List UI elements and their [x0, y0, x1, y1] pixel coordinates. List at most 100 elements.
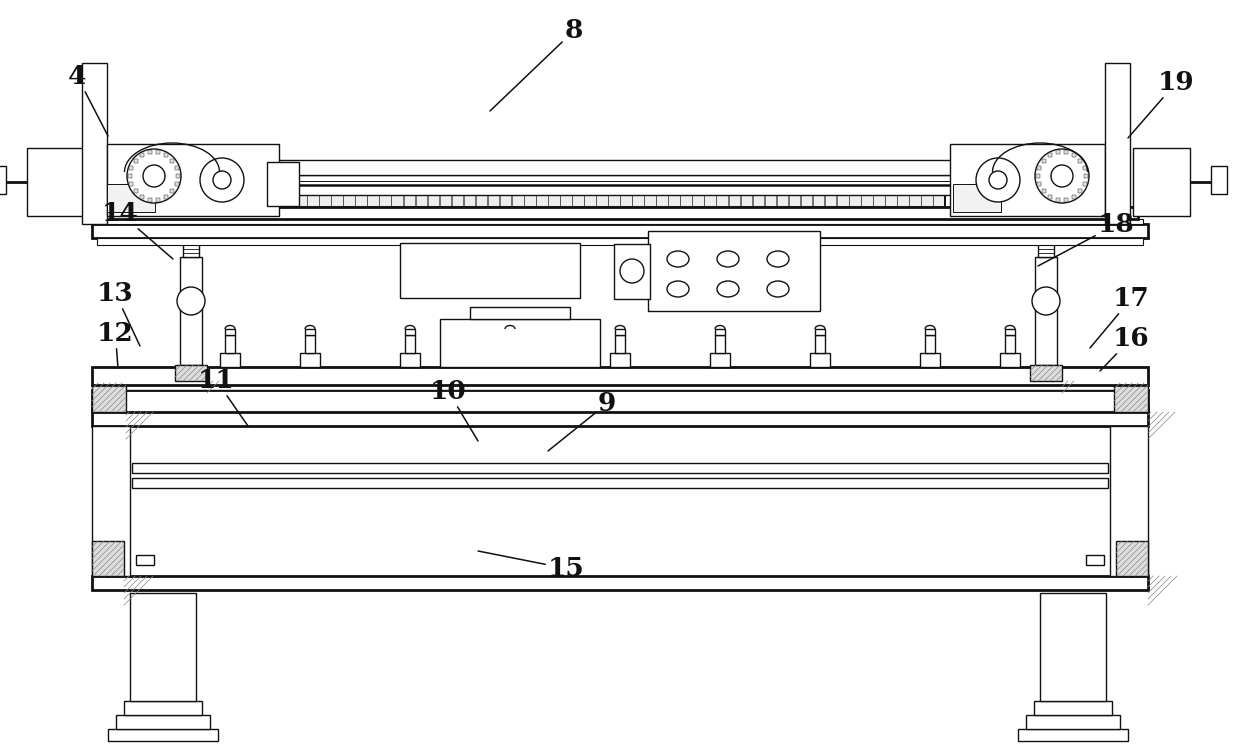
Bar	[401, 353, 420, 367]
Bar	[925, 329, 935, 335]
Bar	[1025, 715, 1120, 729]
Bar	[920, 353, 940, 367]
Bar	[649, 231, 820, 311]
Bar	[1083, 182, 1086, 186]
Circle shape	[990, 171, 1007, 189]
Bar	[117, 715, 210, 729]
Bar	[267, 162, 299, 206]
Bar	[343, 195, 355, 207]
Bar	[1084, 174, 1087, 178]
Bar	[92, 541, 124, 576]
Bar	[27, 148, 84, 216]
Ellipse shape	[768, 281, 789, 297]
Ellipse shape	[667, 251, 689, 267]
Bar	[614, 244, 650, 299]
Bar	[367, 195, 379, 207]
Bar	[440, 319, 600, 367]
Bar	[656, 195, 668, 207]
Bar	[451, 195, 464, 207]
Bar	[464, 195, 475, 207]
Text: 13: 13	[97, 281, 140, 346]
Text: 16: 16	[1100, 326, 1149, 371]
Bar	[1073, 153, 1076, 157]
Bar	[107, 184, 155, 212]
Bar	[740, 195, 753, 207]
Bar	[224, 329, 236, 335]
Bar	[82, 63, 107, 224]
Bar	[1110, 426, 1148, 576]
Bar	[954, 184, 1001, 212]
Bar	[392, 195, 403, 207]
Bar	[1035, 257, 1056, 365]
Bar	[849, 195, 861, 207]
Bar	[175, 365, 207, 381]
Text: 12: 12	[97, 321, 134, 368]
Bar	[610, 353, 630, 367]
Bar	[717, 195, 728, 207]
Bar	[107, 144, 279, 216]
Bar	[379, 195, 391, 207]
Bar	[219, 353, 241, 367]
Bar	[711, 353, 730, 367]
Bar	[134, 190, 138, 194]
Circle shape	[200, 158, 244, 202]
Bar	[108, 729, 218, 741]
Bar	[1055, 197, 1060, 202]
Bar	[405, 335, 415, 353]
Bar	[131, 478, 1109, 488]
Bar	[170, 190, 175, 194]
Bar	[801, 195, 812, 207]
Bar	[156, 150, 160, 154]
Bar	[608, 195, 620, 207]
Bar	[620, 195, 632, 207]
Bar	[1038, 182, 1042, 186]
Bar	[92, 390, 1148, 412]
Bar	[810, 353, 830, 367]
Bar	[1004, 329, 1016, 335]
Bar	[92, 383, 126, 412]
Bar	[102, 207, 1138, 219]
Bar	[921, 195, 932, 207]
Bar	[131, 463, 1109, 473]
Bar	[615, 329, 625, 335]
Bar	[428, 195, 439, 207]
Bar	[156, 197, 160, 202]
Bar	[164, 153, 167, 157]
Text: 18: 18	[1038, 212, 1135, 266]
Ellipse shape	[717, 251, 739, 267]
Bar	[92, 367, 1148, 385]
Bar	[1038, 233, 1054, 257]
Bar	[1055, 150, 1060, 154]
Bar	[1038, 166, 1042, 170]
Bar	[704, 195, 715, 207]
Bar	[645, 195, 656, 207]
Bar	[122, 175, 1118, 195]
Circle shape	[1052, 165, 1073, 187]
Circle shape	[177, 287, 205, 315]
Bar	[632, 195, 644, 207]
Bar	[999, 353, 1021, 367]
Bar	[584, 195, 595, 207]
Bar	[0, 166, 6, 194]
Bar	[776, 195, 789, 207]
Bar	[140, 195, 144, 199]
Text: 8: 8	[490, 18, 583, 111]
Bar	[124, 701, 202, 715]
Bar	[92, 224, 1148, 238]
Bar	[1105, 63, 1130, 224]
Ellipse shape	[667, 281, 689, 297]
Bar	[476, 195, 487, 207]
Bar	[401, 243, 580, 298]
Text: 4: 4	[68, 64, 108, 136]
Bar	[97, 383, 1143, 390]
Bar	[470, 307, 570, 319]
Bar	[1211, 166, 1228, 194]
Bar	[681, 195, 692, 207]
Circle shape	[213, 171, 231, 189]
Ellipse shape	[768, 251, 789, 267]
Bar	[92, 576, 1148, 590]
Bar	[1116, 541, 1148, 576]
Bar	[500, 353, 520, 367]
Bar	[415, 195, 428, 207]
Bar	[692, 195, 704, 207]
